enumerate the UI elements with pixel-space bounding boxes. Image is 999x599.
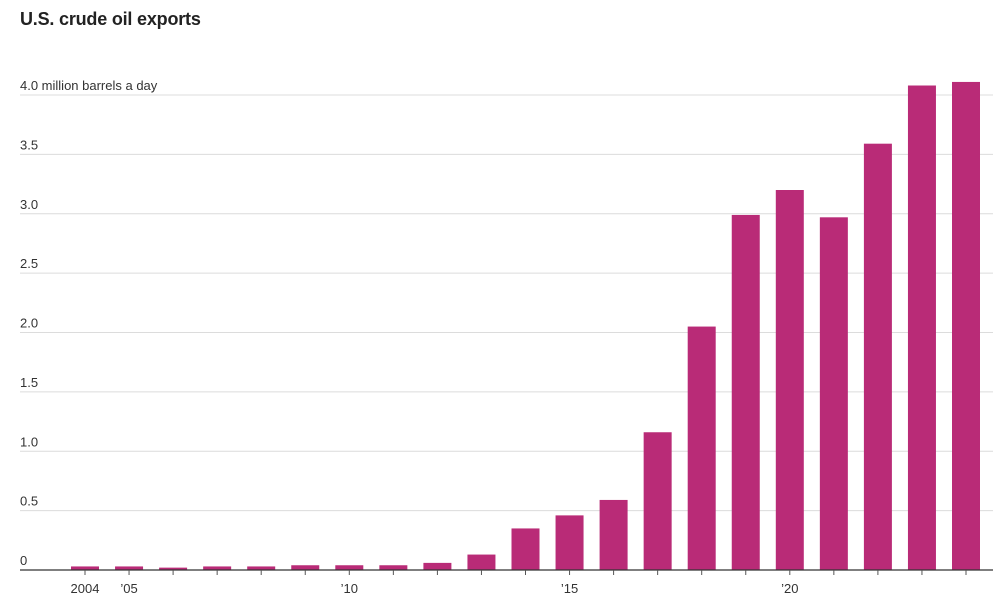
chart-title: U.S. crude oil exports <box>20 9 201 29</box>
y-tick-label: 2.0 <box>20 316 38 331</box>
y-tick-label: 3.5 <box>20 137 38 152</box>
bar-2016 <box>599 499 628 570</box>
bar-2011 <box>379 565 408 570</box>
y-tick-label: 3.0 <box>20 197 38 212</box>
bar-2009 <box>291 565 320 570</box>
y-tick-label: 0.5 <box>20 494 38 509</box>
bar-2021 <box>819 217 848 570</box>
y-tick-label: 0 <box>20 553 27 568</box>
bar-2005 <box>115 566 144 570</box>
y-tick-label: 1.0 <box>20 434 38 449</box>
x-tick-label: ’10 <box>341 581 358 596</box>
y-unit-label: 4.0 million barrels a day <box>20 78 158 93</box>
x-axis: 2004 ’05 ’10 ’15 ’20 <box>20 569 993 596</box>
bar-2006 <box>159 567 188 571</box>
bar-2019 <box>731 214 760 570</box>
bar-2004 <box>71 566 99 570</box>
bar-2007 <box>203 566 232 570</box>
bars <box>71 81 980 571</box>
y-axis-labels: 0 0.5 1.0 1.5 2.0 2.5 3.0 3.5 4.0 million barrel… <box>20 78 158 568</box>
y-tick-label: 1.5 <box>20 375 38 390</box>
bar-2017 <box>643 432 672 570</box>
bar-2020 <box>775 190 804 570</box>
bar-2013 <box>467 554 496 570</box>
bar-2018 <box>687 326 716 570</box>
y-tick-label: 2.5 <box>20 256 38 271</box>
bar-2015 <box>555 515 584 571</box>
bar-2012 <box>423 562 452 571</box>
x-tick-label: ’05 <box>120 581 137 596</box>
x-tick-label: 2004 <box>71 581 100 596</box>
x-tick-label: ’20 <box>781 581 798 596</box>
bar-2023 <box>907 85 936 570</box>
bar-2008 <box>247 566 276 570</box>
x-tick-label: ’15 <box>561 581 578 596</box>
bar-2022 <box>863 143 892 570</box>
bar-2010 <box>335 565 364 570</box>
bar-2014 <box>511 528 540 570</box>
bar-2024 <box>952 81 980 570</box>
